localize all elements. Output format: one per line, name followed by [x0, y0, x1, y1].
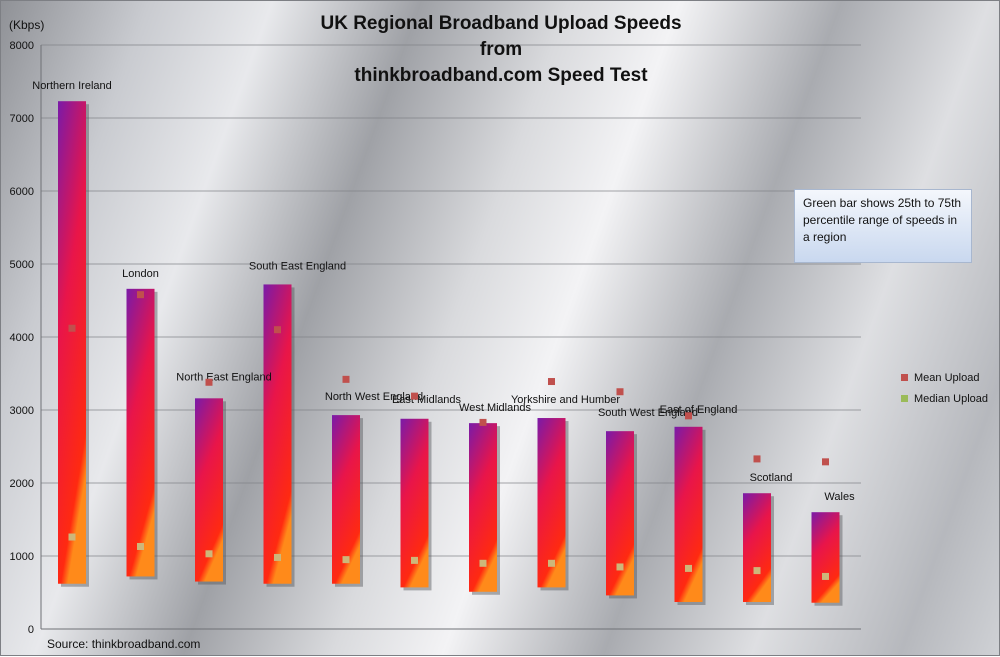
median-marker	[616, 563, 624, 571]
legend-label-median: Median Upload	[914, 392, 988, 405]
mean-marker	[411, 392, 418, 400]
category-label: North West England	[325, 391, 423, 403]
range-bar	[537, 418, 566, 588]
category-label: West Midlands	[459, 402, 531, 414]
median-marker	[342, 556, 350, 564]
chart-title-line-2: from	[479, 39, 523, 60]
info-text-box: Green bar shows 25th to 75th percentile …	[794, 189, 972, 263]
mean-marker	[616, 388, 624, 396]
category-label: Northern Ireland	[32, 80, 112, 92]
median-marker	[137, 543, 144, 551]
median-marker	[479, 559, 487, 567]
y-tick-label: 1000	[10, 551, 34, 563]
mean-marker	[685, 412, 692, 420]
range-bar	[606, 431, 634, 596]
category-label: Wales	[824, 491, 855, 503]
mean-marker	[548, 378, 555, 386]
source-note: Source: thinkbroadband.com	[47, 637, 201, 651]
range-bar	[263, 284, 292, 584]
mean-marker	[753, 455, 761, 463]
mean-marker	[137, 291, 144, 299]
y-tick-label: 0	[28, 624, 34, 636]
mean-marker	[205, 378, 213, 386]
category-label: South West England	[598, 407, 698, 419]
y-tick-label: 3000	[10, 405, 34, 417]
range-bar	[332, 415, 360, 584]
legend-item-median: Median Upload	[901, 388, 988, 409]
legend-label-mean: Mean Upload	[914, 371, 980, 384]
legend-swatch-median	[901, 395, 908, 402]
median-marker	[685, 564, 692, 572]
category-label: North East England	[176, 371, 271, 383]
range-bar	[126, 288, 155, 577]
median-marker	[753, 567, 761, 575]
median-marker	[548, 559, 555, 567]
range-bar	[58, 101, 86, 584]
mean-marker	[479, 418, 487, 426]
mean-marker	[68, 324, 76, 332]
y-tick-label: 7000	[10, 113, 34, 125]
median-marker	[411, 556, 418, 564]
category-label: Yorkshire and Humber	[511, 394, 620, 406]
legend-swatch-mean	[901, 374, 908, 381]
category-label: East Midlands	[392, 394, 462, 406]
y-tick-label: 2000	[10, 478, 34, 490]
chart-legend: Mean Upload Median Upload	[901, 367, 988, 409]
mean-marker	[822, 458, 829, 466]
y-tick-label: 4000	[10, 332, 34, 344]
median-marker	[68, 533, 76, 541]
legend-item-mean: Mean Upload	[901, 367, 988, 388]
chart-title-line-1: UK Regional Broadband Upload Speeds	[320, 13, 682, 34]
range-bar	[811, 512, 840, 603]
chart-title-line-3: thinkbroadband.com Speed Test	[354, 65, 648, 86]
mean-marker	[274, 326, 281, 334]
y-tick-label: 8000	[10, 40, 34, 52]
median-marker	[205, 550, 213, 558]
y-axis-unit-label: (Kbps)	[9, 18, 45, 32]
category-label: Scotland	[750, 472, 793, 484]
y-tick-label: 5000	[10, 259, 34, 271]
mean-marker	[342, 375, 350, 383]
median-marker	[822, 572, 829, 580]
category-label: London	[122, 268, 159, 280]
median-marker	[274, 553, 281, 561]
category-label: East of England	[660, 404, 738, 416]
range-bar	[743, 493, 771, 602]
category-label: South East England	[249, 260, 346, 272]
y-tick-label: 6000	[10, 186, 34, 198]
range-bar	[674, 426, 703, 602]
